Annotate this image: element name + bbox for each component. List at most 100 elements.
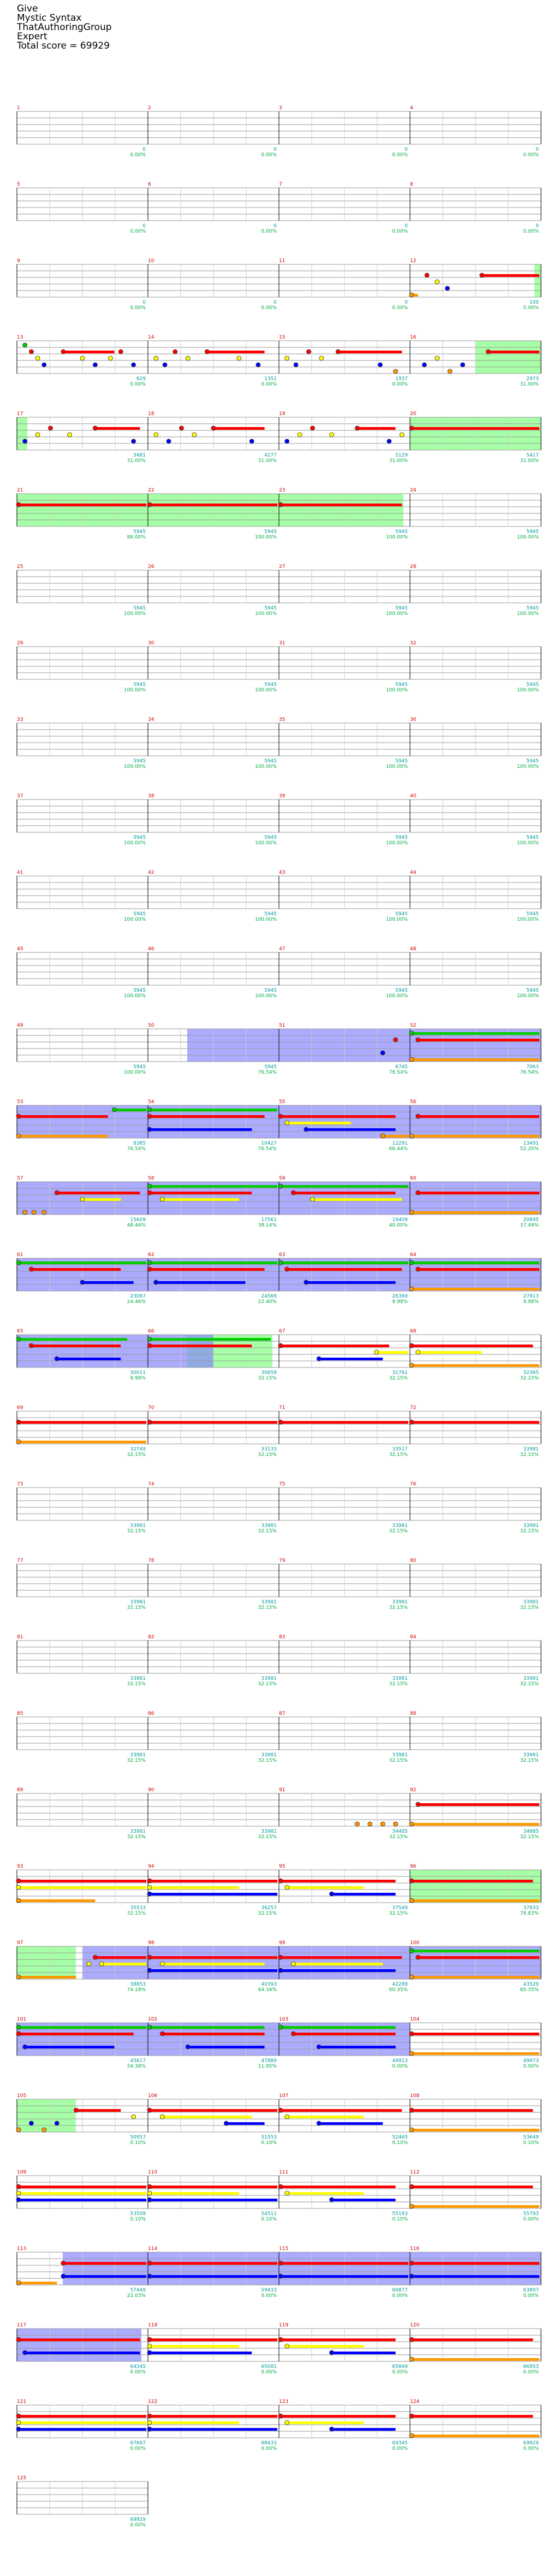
- note-gem: [153, 432, 159, 437]
- note-gem: [409, 2260, 414, 2266]
- measure-percent: 74.18%: [127, 1987, 146, 1993]
- measure-number: 116: [410, 2246, 419, 2252]
- measure-number: 36: [410, 717, 417, 723]
- measure-percent: 32.15%: [127, 1529, 146, 1534]
- sustain-tail: [82, 1281, 134, 1284]
- measure-number: 112: [410, 2170, 419, 2175]
- note-gem: [204, 349, 210, 354]
- measure-percent: 32.15%: [520, 1529, 539, 1534]
- sustain-tail: [25, 2352, 140, 2354]
- measure-number: 120: [410, 2323, 419, 2328]
- sustain-tail: [281, 1115, 396, 1118]
- sustain-tail: [293, 2033, 396, 2035]
- note-gem: [255, 362, 261, 368]
- measure-percent: 0.10%: [261, 2217, 277, 2222]
- note-gem: [92, 425, 98, 431]
- note-gem: [147, 1260, 152, 1265]
- measure-score: 0: [405, 300, 408, 305]
- measure-percent: 32.15%: [520, 1681, 539, 1687]
- measure-score: 0: [142, 300, 146, 305]
- measure-percent: 32.15%: [389, 1452, 408, 1458]
- measure-score: 15609: [130, 1217, 146, 1223]
- note-gem: [54, 1356, 60, 1361]
- measure-percent: 100.00%: [517, 611, 539, 617]
- sustain-tail: [319, 2122, 383, 2125]
- measure-percent: 24.46%: [127, 1299, 146, 1305]
- measure-number: 37: [17, 793, 23, 799]
- note-gem: [284, 356, 290, 361]
- measure-score: 65849: [392, 2364, 408, 2370]
- note-gem: [31, 1210, 37, 1215]
- sustain-tail: [150, 1886, 239, 1889]
- sustain-tail: [412, 1135, 539, 1138]
- note-gem: [380, 1821, 385, 1827]
- note-gem: [278, 1968, 283, 1973]
- measure-number: 18: [148, 411, 154, 417]
- measure-percent: 9.98%: [130, 1376, 146, 1381]
- sustain-tail: [150, 2428, 277, 2431]
- measure-number: 29: [17, 641, 23, 646]
- note-gem: [16, 2190, 21, 2196]
- measure-score: 8385: [133, 1141, 146, 1146]
- measure-number: 40: [410, 793, 417, 799]
- sustain-tail: [114, 1109, 146, 1111]
- note-gem: [447, 369, 453, 374]
- measure-score: 33981: [392, 1676, 408, 1681]
- measure-score: 45617: [130, 2058, 146, 2064]
- measure-percent: 0.00%: [392, 382, 408, 387]
- measure-number: 67: [279, 1329, 285, 1334]
- measure-score: 53649: [523, 2135, 539, 2140]
- measure-score: 49973: [523, 2058, 539, 2064]
- sustain-tail: [412, 1950, 539, 1952]
- measure-percent: 76.54%: [258, 1070, 277, 1075]
- measure-number: 21: [17, 488, 23, 493]
- measure-number: 114: [148, 2246, 157, 2252]
- measure-percent: 100.00%: [124, 917, 146, 922]
- sustain-tail: [82, 1198, 121, 1201]
- measure-percent: 100.00%: [124, 993, 146, 999]
- measure-score: 5945: [133, 835, 146, 840]
- sustain-tail: [150, 1345, 252, 1347]
- note-gem: [310, 425, 315, 431]
- measure-score: 37933: [523, 1905, 539, 1911]
- note-gem: [147, 1419, 152, 1425]
- sustain-tail: [412, 2262, 539, 2265]
- measure-number: 76: [410, 1482, 417, 1487]
- sustain-tail: [287, 1886, 364, 1889]
- measure-percent: 100.00%: [255, 993, 277, 999]
- note-gem: [284, 439, 290, 444]
- measure-percent: 0.00%: [392, 2446, 408, 2451]
- sustain-tail: [488, 351, 539, 353]
- measure-number: 106: [148, 2093, 157, 2099]
- sustain-tail: [57, 1358, 121, 1360]
- sustain-tail: [19, 1886, 146, 1889]
- measure-number: 109: [17, 2170, 26, 2175]
- measure-score: 5945: [133, 911, 146, 917]
- measure-score: 33981: [523, 1600, 539, 1605]
- measure-number: 105: [17, 2093, 26, 2099]
- measure-number: 47: [279, 946, 285, 952]
- measure-number: 1: [17, 105, 20, 111]
- measure-score: 5945: [133, 529, 146, 535]
- measure-score: 50957: [130, 2135, 146, 2140]
- measure-number: 103: [279, 2017, 288, 2022]
- note-gem: [415, 1802, 421, 1807]
- star-power-region: [534, 264, 541, 297]
- measure-score: 30011: [130, 1370, 146, 1376]
- measure-percent: 0.10%: [130, 2140, 146, 2146]
- note-gem: [409, 2107, 414, 2113]
- sustain-tail: [150, 2415, 277, 2418]
- measure-number: 6: [148, 182, 151, 187]
- measure-percent: 0.00%: [261, 2446, 277, 2451]
- sustain-tail: [331, 2428, 396, 2431]
- note-gem: [409, 2127, 414, 2133]
- measure-score: 5945: [395, 682, 408, 688]
- sustain-tail: [150, 2345, 239, 2348]
- measure-number: 79: [279, 1558, 286, 1564]
- measure-percent: 100.00%: [255, 917, 277, 922]
- measure-score: 33981: [261, 1523, 277, 1529]
- note-gem: [173, 349, 178, 354]
- measure-score: 36257: [261, 1905, 277, 1911]
- overdrive-region: [187, 1029, 279, 1062]
- measure-percent: 9.98%: [523, 1299, 539, 1305]
